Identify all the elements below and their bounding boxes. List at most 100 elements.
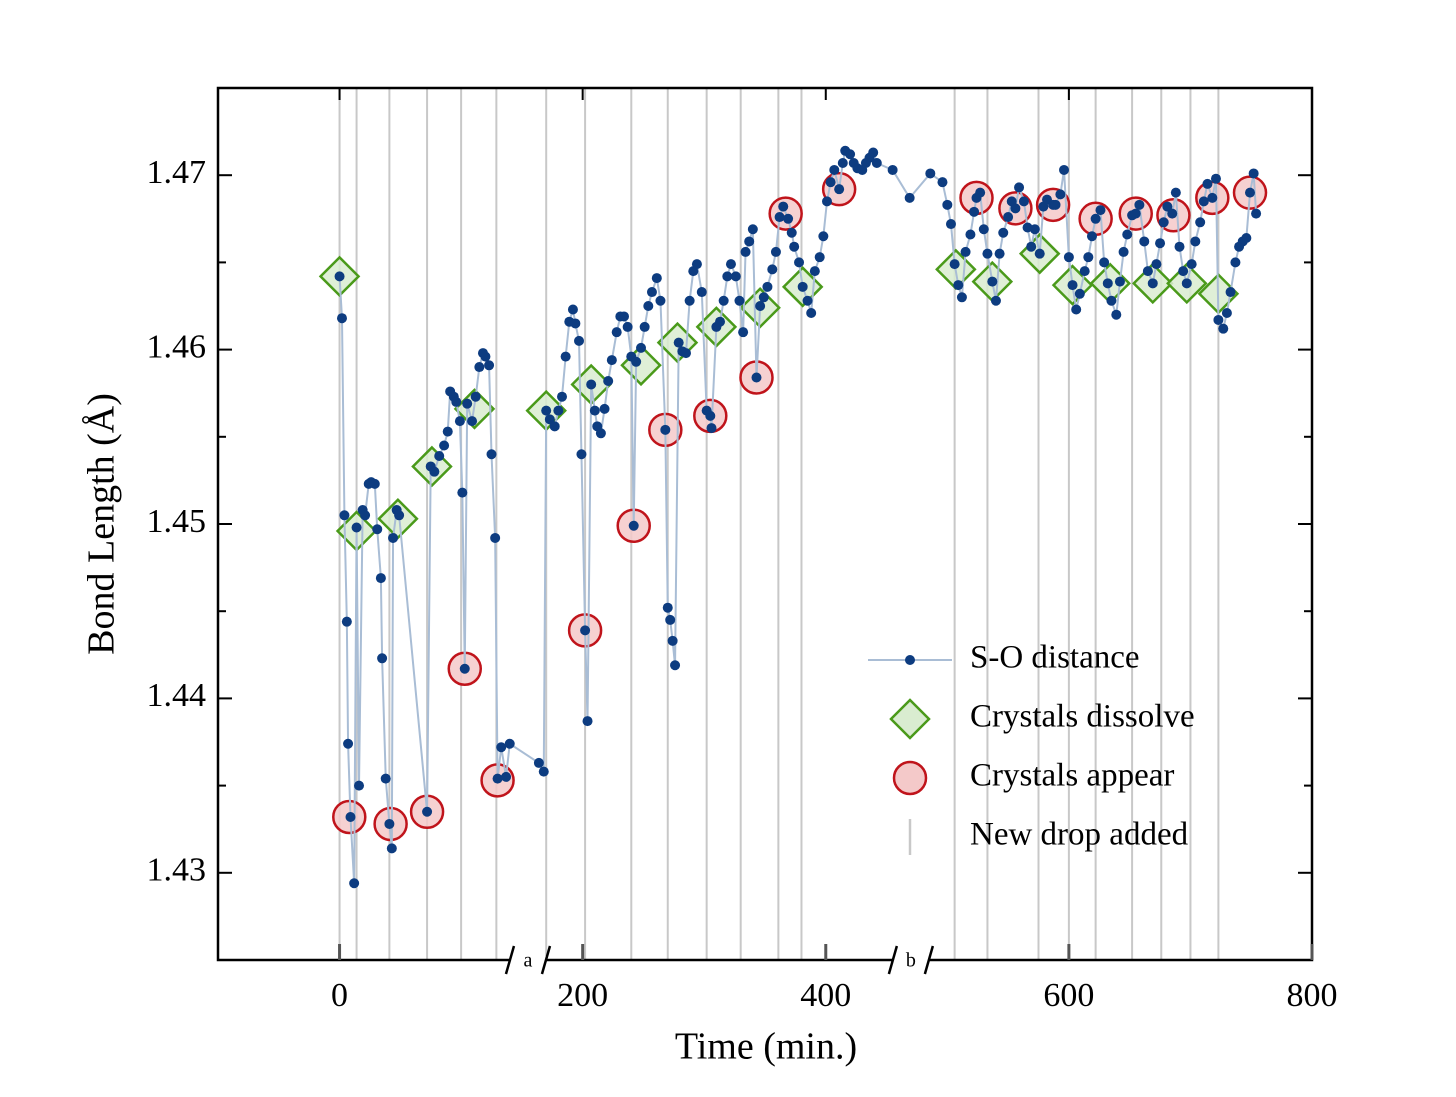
data-point: [1029, 224, 1040, 235]
data-point: [628, 520, 639, 531]
data-point: [956, 292, 967, 303]
data-point: [576, 449, 587, 460]
data-point: [580, 625, 591, 636]
data-point: [755, 301, 766, 311]
data-point: [599, 403, 610, 414]
data-point: [960, 246, 971, 257]
data-point: [762, 281, 773, 292]
data-point: [651, 273, 662, 284]
data-point: [730, 271, 741, 282]
data-point: [987, 276, 998, 287]
data-point: [722, 271, 733, 282]
axis-break-mark: [540, 945, 552, 975]
x-tick-label: 400: [800, 977, 851, 1014]
data-point: [691, 259, 702, 270]
data-point: [1218, 323, 1229, 334]
data-point: [341, 616, 352, 627]
data-point: [345, 811, 356, 822]
data-point: [470, 391, 481, 402]
axis-break-label: b: [906, 950, 916, 972]
data-point: [1034, 248, 1045, 259]
data-point: [655, 295, 666, 306]
data-point: [1151, 259, 1162, 270]
data-point: [1050, 199, 1061, 210]
data-point: [339, 510, 350, 521]
data-point: [821, 196, 832, 207]
legend-label: Crystals appear: [970, 758, 1174, 794]
data-point: [1230, 257, 1241, 268]
data-point: [1170, 187, 1181, 198]
data-point: [706, 423, 717, 434]
data-point: [442, 426, 453, 437]
data-point: [429, 466, 440, 477]
axis-break-mark: [923, 945, 935, 975]
data-point: [1003, 212, 1014, 223]
data-point: [375, 573, 386, 584]
data-point: [751, 372, 762, 383]
axis-break-gap: [892, 956, 929, 964]
data-point: [1079, 266, 1090, 277]
axis-break-mark: [887, 945, 899, 975]
data-point: [829, 164, 840, 175]
data-point: [567, 304, 578, 315]
data-point: [770, 246, 781, 257]
data-point: [1010, 203, 1021, 214]
data-point: [486, 449, 497, 460]
data-point: [586, 379, 597, 390]
data-point: [797, 281, 808, 292]
data-point: [603, 375, 614, 386]
data-point: [990, 295, 1001, 306]
data-point: [439, 440, 450, 451]
data-point: [611, 327, 622, 338]
data-point: [1174, 241, 1185, 252]
data-point: [343, 738, 354, 749]
data-point: [789, 241, 800, 252]
data-point: [1190, 236, 1201, 247]
data-point: [1067, 280, 1078, 291]
legend-dot: [905, 655, 915, 665]
data-point: [1221, 307, 1232, 318]
data-point: [1139, 236, 1150, 247]
y-axis-label: Bond Length (Å): [81, 393, 123, 655]
data-point: [582, 716, 593, 727]
data-point: [501, 771, 512, 782]
data-point: [1225, 287, 1236, 298]
data-point: [369, 478, 380, 489]
data-point: [636, 342, 647, 353]
data-point: [467, 416, 478, 427]
data-point: [953, 280, 964, 291]
x-tick-label: 800: [1287, 977, 1338, 1014]
axis-break-mark: [504, 945, 516, 975]
data-point: [1186, 259, 1197, 270]
data-point: [549, 421, 560, 432]
data-point: [937, 177, 948, 188]
data-point: [871, 157, 882, 168]
data-point: [1241, 232, 1252, 243]
data-point: [639, 321, 650, 332]
data-point: [1207, 192, 1218, 203]
data-point: [422, 806, 433, 817]
data-point: [434, 450, 445, 461]
data-point: [806, 307, 817, 318]
data-point: [490, 532, 501, 543]
data-point: [1099, 257, 1110, 268]
data-point: [705, 410, 716, 421]
data-point: [631, 356, 642, 367]
data-point: [646, 287, 657, 298]
data-point: [1018, 196, 1029, 207]
data-point: [544, 414, 555, 425]
data-point: [1213, 314, 1224, 325]
data-point: [670, 660, 681, 671]
data-point: [1059, 164, 1070, 175]
data-point: [349, 878, 360, 889]
data-point: [451, 396, 462, 407]
data-point: [474, 362, 485, 373]
data-point: [774, 212, 785, 223]
data-point: [1134, 199, 1145, 210]
legend-label: Crystals dissolve: [970, 699, 1195, 735]
data-point: [384, 818, 395, 829]
data-point: [1095, 205, 1106, 216]
data-point: [1055, 189, 1066, 200]
data-point: [541, 405, 552, 416]
data-point: [553, 405, 564, 416]
